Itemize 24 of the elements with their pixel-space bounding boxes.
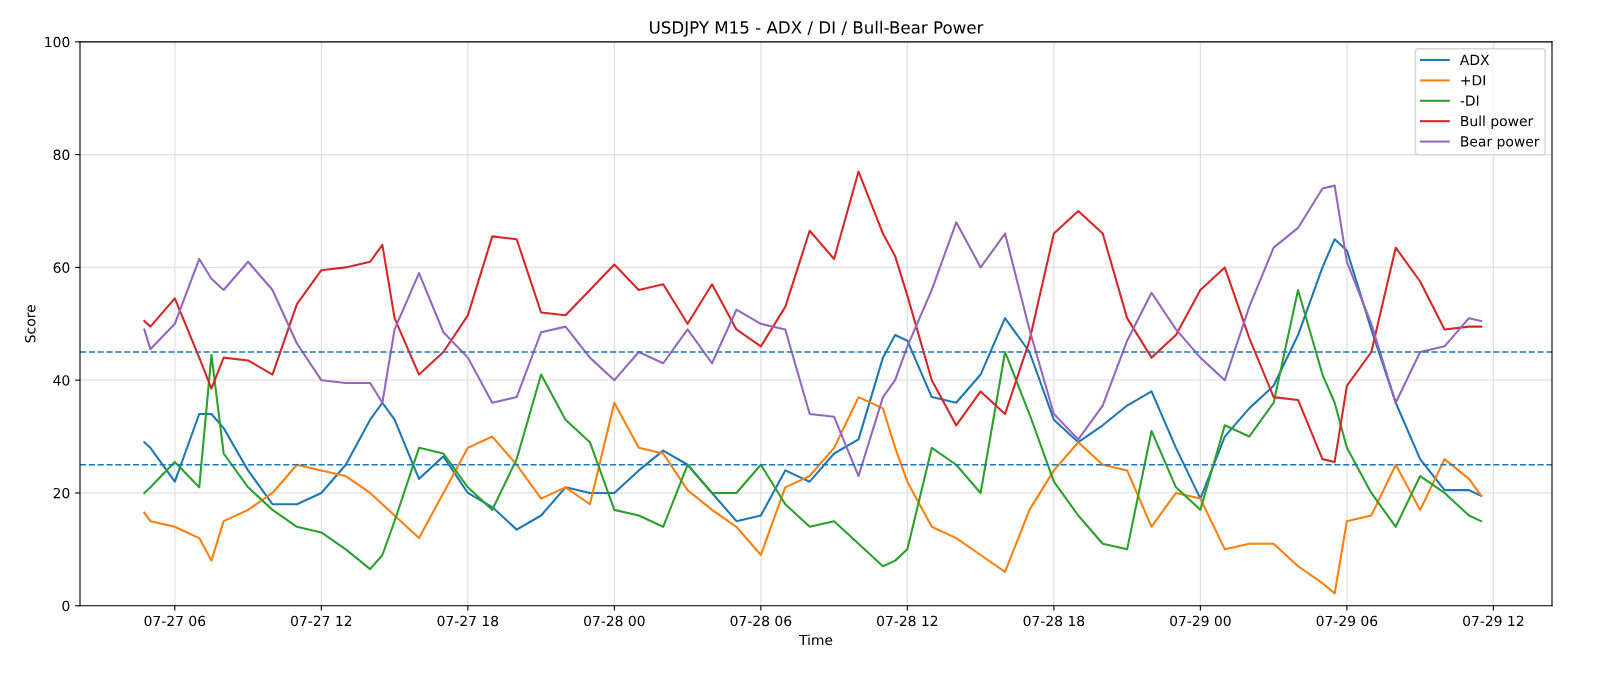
x-tick-label: 07-28 00 — [584, 615, 645, 627]
y-tick-label: 20 — [53, 487, 70, 499]
y-tick-label: 60 — [53, 262, 70, 273]
y-tick-label: 100 — [45, 36, 70, 48]
x-axis-title: Time — [798, 634, 833, 646]
x-tick-label: 07-28 18 — [1023, 615, 1085, 627]
y-tick-label: 0 — [62, 600, 70, 612]
x-tick-label: 07-29 06 — [1316, 615, 1378, 627]
x-tick-label: 07-29 12 — [1463, 615, 1524, 627]
x-tick-label: 07-28 06 — [730, 615, 792, 627]
legend-label: Bull power — [1461, 115, 1534, 129]
x-tick-label: 07-27 18 — [437, 615, 499, 627]
y-axis-title: Score — [25, 305, 36, 343]
legend-label: -DI — [1460, 95, 1479, 106]
x-tick-label: 07-29 00 — [1170, 615, 1231, 627]
x-tick-label: 07-28 12 — [877, 615, 938, 627]
legend-label: Bear power — [1461, 136, 1540, 150]
legend-label: +DI — [1461, 75, 1485, 86]
x-tick-label: 07-27 12 — [291, 615, 352, 627]
y-tick-label: 80 — [53, 149, 70, 161]
y-tick-label: 40 — [53, 375, 70, 386]
chart-title: USDJPY M15 - ADX / DI / Bull-Bear Power — [650, 20, 984, 37]
legend-label: ADX — [1459, 54, 1490, 65]
x-tick-label: 07-27 06 — [144, 615, 206, 627]
